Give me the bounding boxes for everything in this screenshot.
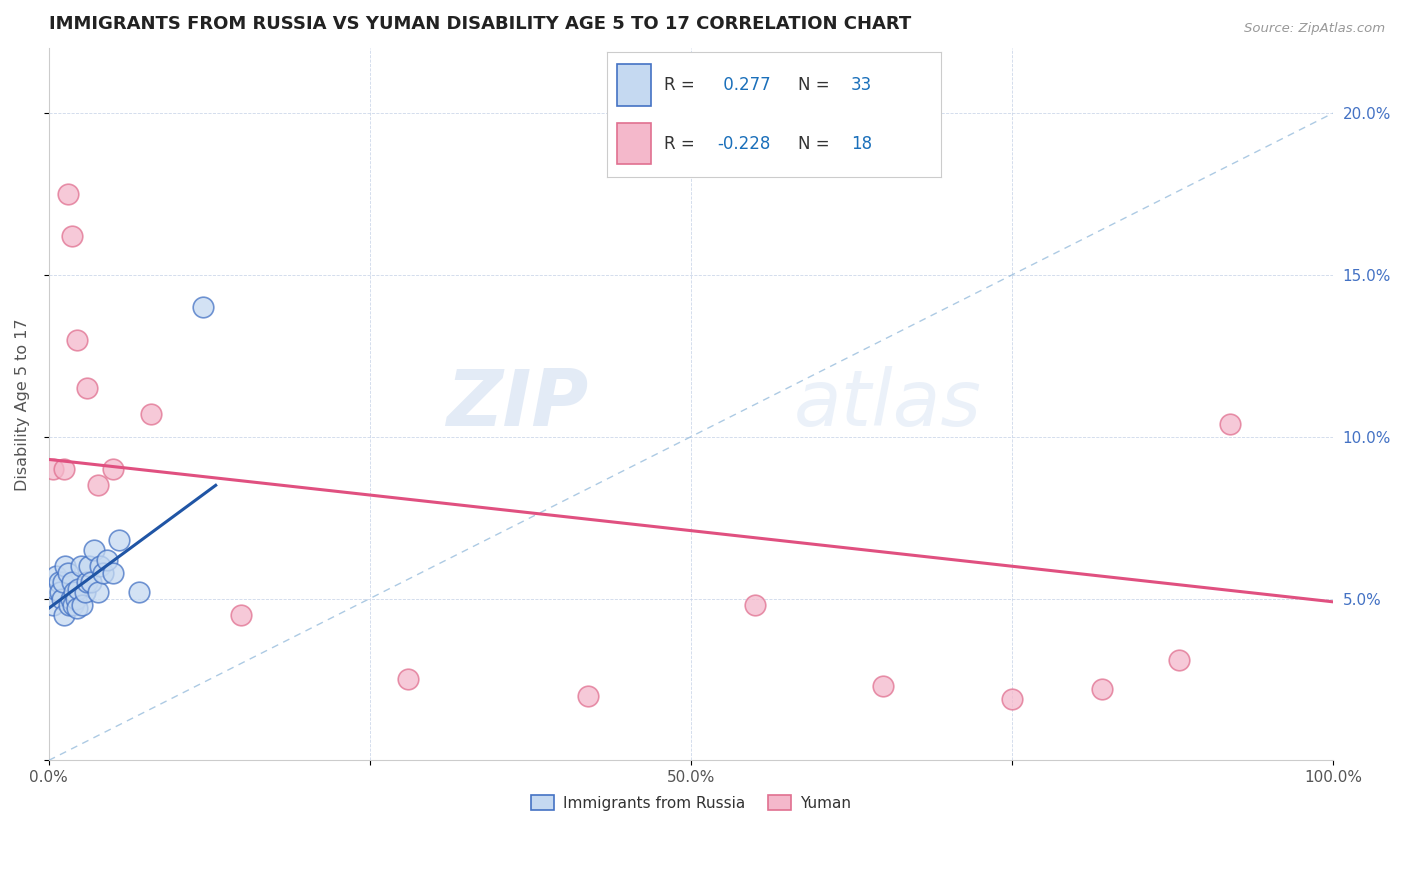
Point [128,585,150,599]
Point [101,462,124,476]
Point [66,601,89,615]
Point [60,575,83,590]
Point [76,575,98,590]
Point [56,566,79,580]
Point [51,591,73,606]
Point [77,559,100,574]
Point [231,607,253,622]
Point [53,607,76,622]
Point [1091,682,1114,697]
Point [89,559,111,574]
Point [576,689,599,703]
Point [41,462,63,476]
Point [96,553,118,567]
Point [65,591,87,606]
Point [63,585,86,599]
Point [1001,692,1024,706]
Point [101,566,124,580]
Point [70,598,93,612]
Point [41,598,63,612]
Point [91,566,114,580]
Point [1219,417,1241,431]
Point [108,533,131,548]
Text: Source: ZipAtlas.com: Source: ZipAtlas.com [1244,22,1385,36]
Point [44,582,66,596]
Text: IMMIGRANTS FROM RUSSIA VS YUMAN DISABILITY AGE 5 TO 17 CORRELATION CHART: IMMIGRANTS FROM RUSSIA VS YUMAN DISABILI… [49,15,911,33]
Point [58,598,80,612]
Legend: Immigrants from Russia, Yuman: Immigrants from Russia, Yuman [524,789,858,817]
Point [73,585,96,599]
Point [86,585,108,599]
Point [67,582,90,596]
Point [55,559,77,574]
Point [70,559,93,574]
Point [60,229,83,244]
Point [59,591,82,606]
Point [53,462,76,476]
Point [872,679,894,693]
Point [76,381,98,395]
Point [191,301,214,315]
Point [48,575,70,590]
Point [744,598,766,612]
Point [1167,653,1189,667]
Point [66,333,89,347]
Y-axis label: Disability Age 5 to 17: Disability Age 5 to 17 [15,318,30,491]
Point [141,407,163,421]
Point [52,575,75,590]
Point [49,585,72,599]
Point [80,575,103,590]
Point [62,598,84,612]
Point [45,569,67,583]
Point [83,543,105,558]
Point [56,187,79,202]
Point [396,673,419,687]
Text: atlas: atlas [793,367,981,442]
Point [86,478,108,492]
Text: ZIP: ZIP [446,367,588,442]
